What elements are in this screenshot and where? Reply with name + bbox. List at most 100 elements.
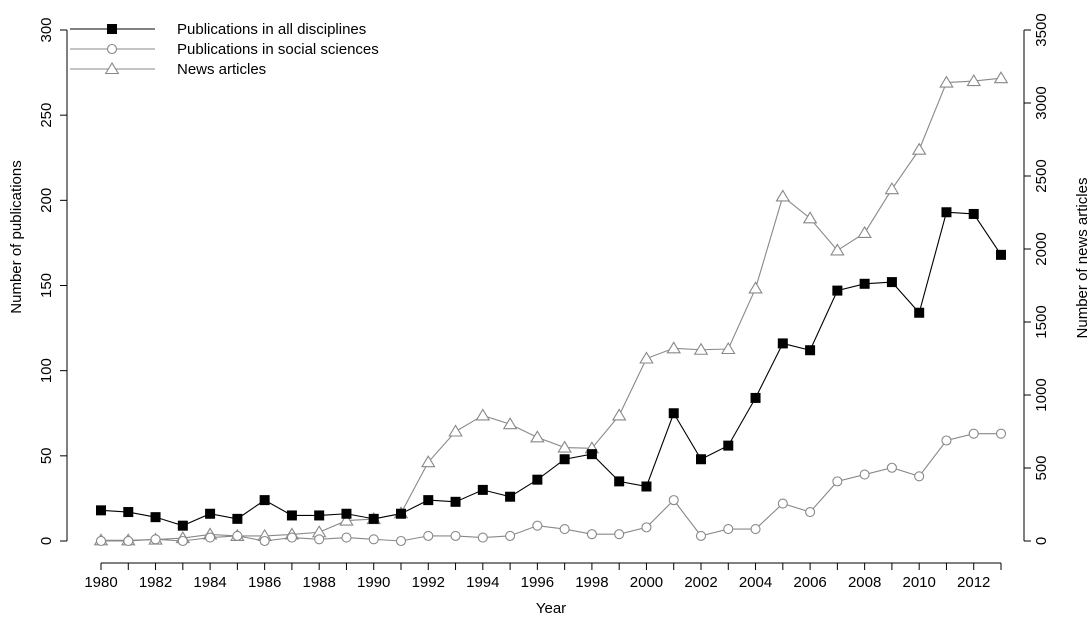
series-point [123, 535, 134, 547]
series-point [177, 520, 188, 531]
series-point [286, 532, 297, 543]
x-tick-label: 2010 [902, 574, 935, 591]
right-tick-label: 1500 [1033, 305, 1050, 338]
left-tick-label: 100 [38, 358, 55, 383]
x-axis: 1980 1982 1984 1986 1988 1990 1992 1994 1996 1998… [84, 562, 1002, 591]
legend-marker [104, 61, 120, 75]
series-point [450, 530, 461, 541]
right-tick-label: 500 [1033, 455, 1050, 480]
series-point [450, 496, 461, 507]
series-point [666, 341, 681, 354]
series-point [830, 243, 845, 256]
series-point [423, 530, 434, 541]
series-line [101, 77, 1002, 541]
legend-marker [107, 24, 117, 34]
x-tick-label: 1996 [521, 574, 554, 591]
series-point [339, 513, 354, 526]
left-tick-label: 0 [38, 537, 55, 545]
series-point [611, 408, 627, 421]
series-point [505, 530, 516, 541]
series-point [668, 495, 679, 506]
series-point [996, 249, 1006, 260]
series-point [857, 225, 872, 238]
x-tick-label: 1986 [248, 574, 281, 591]
series-point [993, 71, 1009, 84]
series-point [123, 507, 134, 518]
series-line [101, 433, 1001, 542]
series-point [232, 530, 243, 541]
series-point [423, 495, 434, 506]
series-point [232, 513, 243, 524]
right-tick-label: 3500 [1033, 13, 1050, 46]
series-point [639, 351, 654, 364]
series-point [259, 535, 270, 547]
x-axis-ticks: 1980 1982 1984 1986 1988 1990 1992 1994 1996 1998… [84, 563, 1002, 591]
left-axis-label: Number of publications [8, 160, 25, 313]
legend-marker [106, 43, 118, 55]
series-point [668, 408, 679, 419]
legend-label: Publications in all disciplines [177, 21, 366, 38]
series-point [259, 495, 270, 506]
x-tick-label: 2006 [793, 574, 826, 591]
series-point [586, 449, 597, 460]
series-point [939, 75, 954, 88]
series-point [368, 513, 379, 524]
left-tick-label: 250 [38, 103, 55, 128]
series-point [802, 211, 818, 224]
series-point [477, 484, 488, 495]
legend: Publications in all disciplines Publicati… [70, 21, 379, 78]
x-tick-label: 1982 [139, 574, 172, 591]
series-point [530, 430, 545, 443]
series-0 [96, 207, 1006, 531]
left-tick-label: 150 [38, 273, 55, 298]
series-point [477, 532, 488, 543]
series-point [532, 474, 543, 485]
series-point [505, 491, 516, 502]
right-tick-label: 1000 [1033, 378, 1050, 411]
series-point [832, 476, 843, 487]
series-point [777, 338, 788, 349]
series-point [748, 281, 763, 294]
series-point [914, 471, 925, 482]
series-point [475, 408, 491, 421]
x-tick-label: 1984 [193, 574, 226, 591]
series-2 [93, 71, 1009, 546]
left-tick-label: 200 [38, 188, 55, 213]
series-point [557, 440, 572, 453]
x-tick-label: 2012 [957, 574, 990, 591]
left-axis: 0 50 100 150 200 250 300 [38, 17, 68, 545]
series-point [95, 535, 107, 547]
right-tick-label: 0 [1033, 537, 1050, 545]
series-point [341, 508, 352, 519]
series-point [559, 454, 570, 465]
left-tick-label: 50 [38, 447, 55, 464]
series-point [968, 208, 979, 219]
series-point [966, 74, 981, 87]
x-tick-label: 1992 [412, 574, 445, 591]
series-point [586, 529, 597, 540]
series-point [859, 278, 870, 289]
series-point [314, 534, 325, 545]
right-tick-label: 3000 [1033, 86, 1050, 119]
series-point [368, 534, 379, 545]
right-axis-label: Number of news articles [1074, 178, 1091, 339]
series-1 [95, 428, 1007, 547]
series-point [314, 510, 325, 521]
series-point [775, 189, 791, 202]
series-point [448, 424, 463, 437]
series-point [777, 498, 788, 509]
series-point [395, 535, 407, 547]
series-point [968, 428, 979, 439]
series-point [693, 342, 709, 355]
x-tick-label: 1998 [575, 574, 608, 591]
series-point [723, 440, 734, 451]
series-point [723, 524, 734, 535]
series-point [341, 532, 352, 543]
series-point [911, 142, 927, 155]
series-point [884, 182, 900, 195]
series-point [502, 417, 518, 430]
series-point [832, 285, 843, 296]
series-point [614, 529, 625, 540]
x-tick-label: 1990 [357, 574, 390, 591]
